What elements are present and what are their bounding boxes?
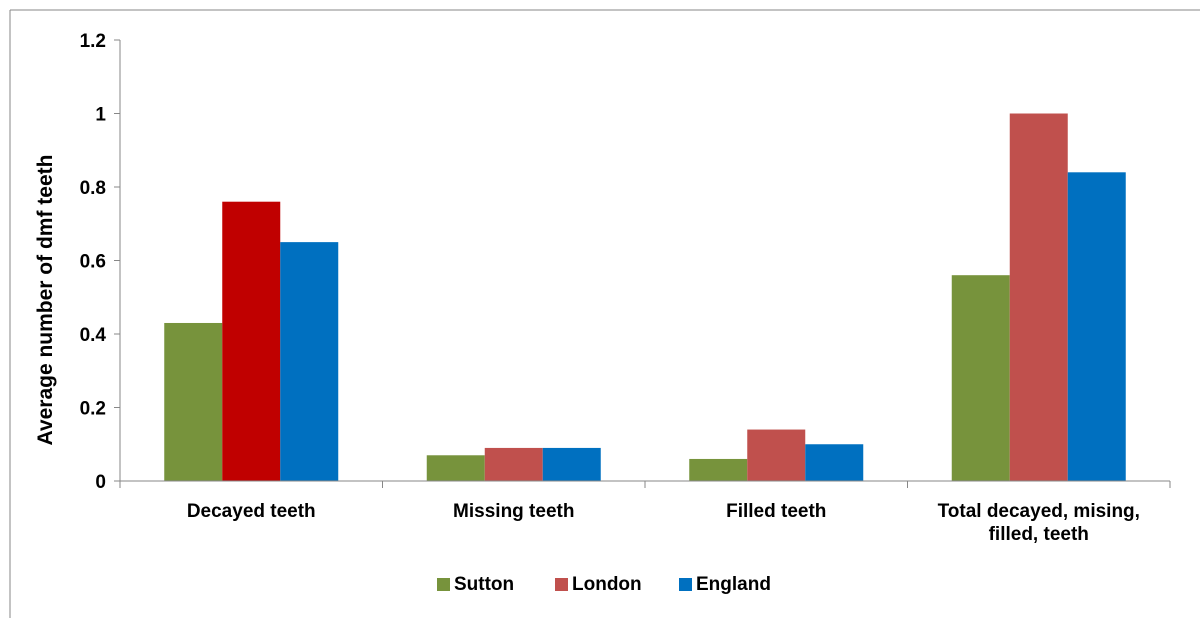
x-axis-labels: Decayed teeth Missing teeth Filled teeth To… bbox=[187, 501, 1140, 545]
legend-swatch-sutton bbox=[437, 578, 450, 591]
x-category-label: Total decayed, mising, filled, teeth bbox=[938, 501, 1140, 545]
axes bbox=[119, 40, 1171, 488]
bar-sutton-decayed-teeth bbox=[164, 322, 223, 481]
bar-sutton-missing-teeth bbox=[426, 455, 485, 481]
x-category-label: Decayed teeth bbox=[187, 501, 316, 522]
y-tick-label: 0.4 bbox=[80, 325, 107, 346]
y-tick-label: 0 bbox=[95, 472, 106, 493]
bar-london-total-decayed-mising bbox=[1009, 113, 1068, 481]
y-tick-label: 0.6 bbox=[80, 252, 106, 273]
y-tick-label: 0.2 bbox=[80, 399, 106, 420]
legend-swatch-england bbox=[679, 578, 692, 591]
bar-london-missing-teeth bbox=[484, 447, 543, 481]
bar-sutton-total-decayed-mising bbox=[951, 275, 1010, 481]
y-tick-label: 1.2 bbox=[80, 31, 106, 52]
bar-sutton-filled-teeth bbox=[689, 458, 748, 481]
legend: Sutton London England bbox=[437, 574, 771, 595]
legend-label-london: London bbox=[572, 574, 642, 595]
bar-england-total-decayed-mising bbox=[1067, 172, 1126, 482]
y-axis-title: Average number of dmf teeth bbox=[34, 155, 57, 446]
legend-label-england: England bbox=[696, 574, 771, 595]
bar-england-missing-teeth bbox=[542, 447, 601, 481]
legend-label-sutton: Sutton bbox=[454, 574, 514, 595]
x-category-label: Filled teeth bbox=[726, 501, 826, 522]
bar-england-decayed-teeth bbox=[280, 242, 339, 481]
x-category-label: Missing teeth bbox=[453, 501, 574, 522]
legend-swatch-london bbox=[555, 578, 568, 591]
bar-england-filled-teeth bbox=[805, 444, 864, 481]
bar-london-filled-teeth bbox=[747, 429, 806, 481]
y-axis-ticks: 0 0.2 0.4 0.6 0.8 1 1.2 bbox=[80, 31, 120, 493]
y-tick-label: 0.8 bbox=[80, 178, 106, 199]
y-tick-label: 1 bbox=[95, 105, 106, 126]
bars bbox=[164, 113, 1126, 482]
bar-london-decayed-teeth bbox=[222, 201, 281, 481]
